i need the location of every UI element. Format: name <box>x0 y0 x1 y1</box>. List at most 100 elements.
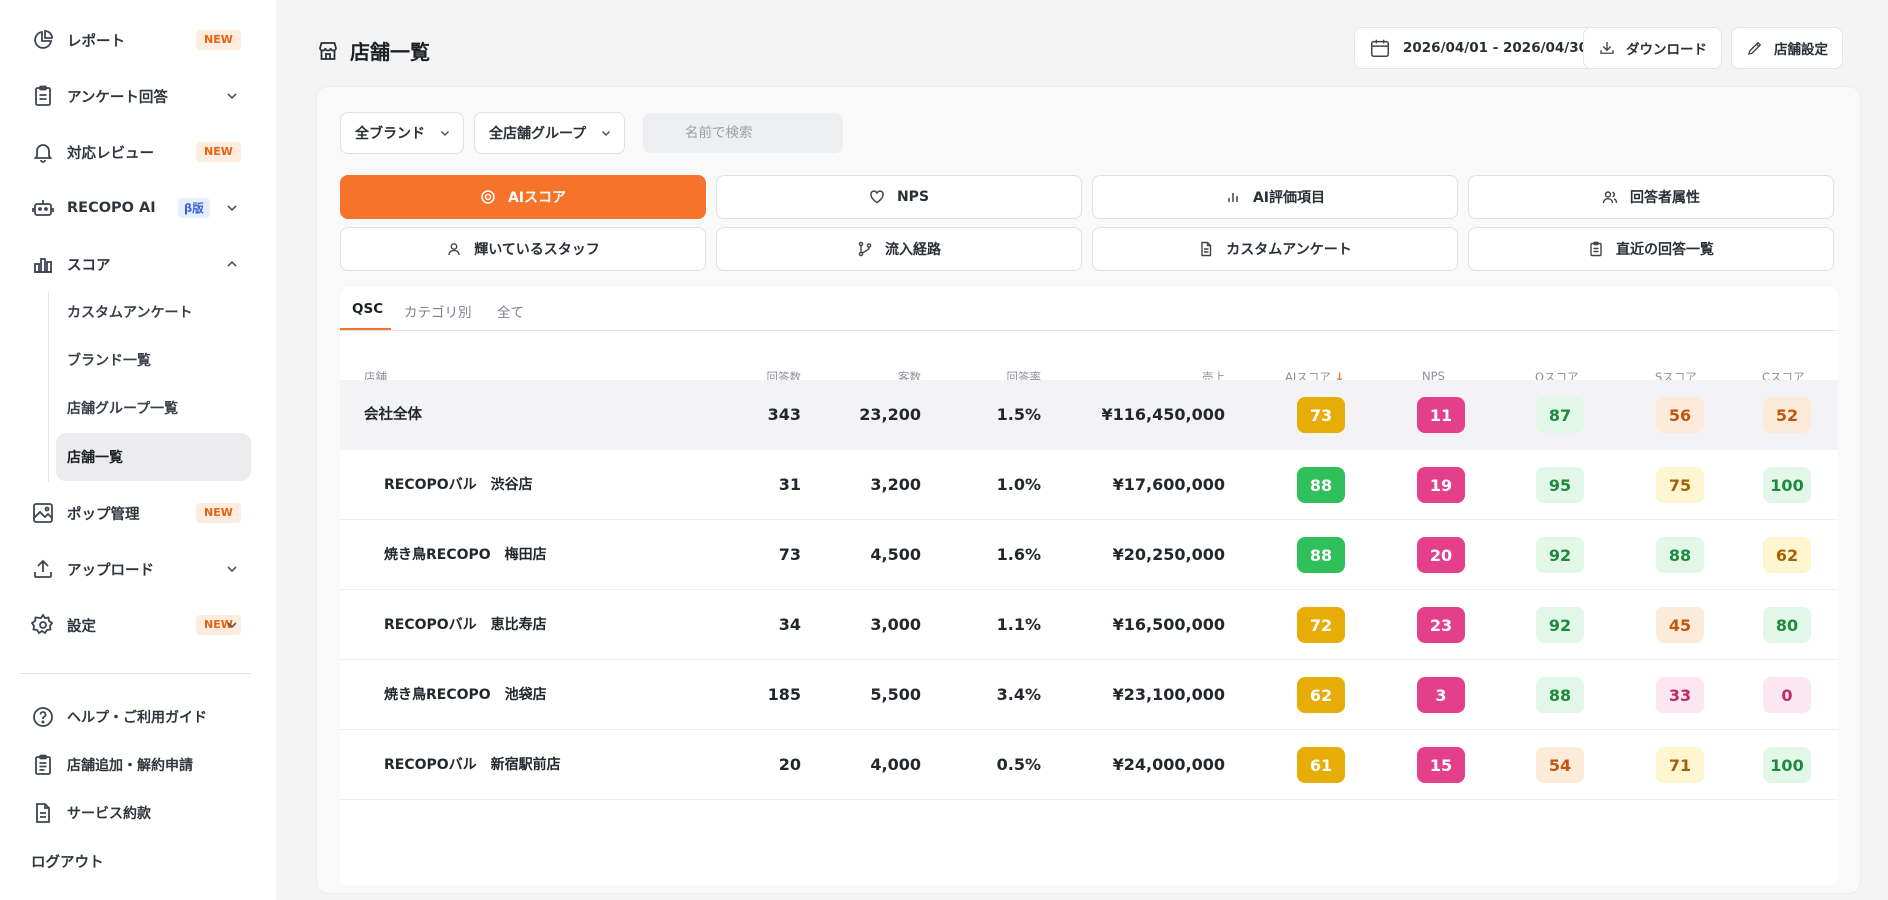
segment-custom-survey[interactable]: カスタムアンケート <box>1092 227 1458 271</box>
ai-score-badge: 72 <box>1297 607 1345 643</box>
responses-cell: 20 <box>778 755 801 774</box>
chevron-down-icon[interactable] <box>225 562 239 576</box>
sidebar-item-report[interactable]: レポート NEW <box>19 18 251 62</box>
chevron-down-icon[interactable] <box>225 618 239 632</box>
heart-icon <box>869 189 885 205</box>
submenu-guide-line <box>48 292 49 482</box>
nps-score-badge: 20 <box>1417 537 1465 573</box>
tab-by-category[interactable]: カテゴリ別 <box>404 305 472 321</box>
sidebar-item-label: サービス約款 <box>67 806 151 822</box>
sidebar-item-store-request[interactable]: 店舗追加・解約申請 <box>19 745 251 785</box>
segment-recent-responses[interactable]: 直近の回答一覧 <box>1468 227 1834 271</box>
ai-score-badge: 88 <box>1297 537 1345 573</box>
sidebar-item-upload[interactable]: アップロード <box>19 547 251 591</box>
user-icon <box>446 241 462 257</box>
sidebar-item-label: レポート <box>67 33 125 50</box>
response-rate-cell: 1.1% <box>996 615 1041 634</box>
nps-score-badge: 15 <box>1417 747 1465 783</box>
tab-all[interactable]: 全て <box>497 305 524 321</box>
help-circle-icon <box>31 705 55 729</box>
segment-label: カスタムアンケート <box>1226 242 1352 258</box>
store-name-cell[interactable]: 焼き鳥RECOPO 池袋店 <box>384 687 547 703</box>
store-name-cell[interactable]: 焼き鳥RECOPO 梅田店 <box>384 547 547 563</box>
clipboard-icon <box>31 84 55 108</box>
c-score-badge: 62 <box>1763 537 1811 573</box>
segment-label: 輝いているスタッフ <box>474 242 600 258</box>
sales-cell: ¥23,100,000 <box>1112 685 1225 704</box>
s-score-badge: 45 <box>1656 607 1704 643</box>
segment-ai-score[interactable]: AIスコア <box>340 175 706 219</box>
store-settings-label: 店舗設定 <box>1774 42 1828 58</box>
date-range-button[interactable]: 2026/04/01 - 2026/04/30 <box>1354 27 1604 69</box>
responses-cell: 31 <box>778 475 801 494</box>
segment-ai-evaluation[interactable]: AI評価項目 <box>1092 175 1458 219</box>
logout-link[interactable]: ログアウト <box>31 855 104 871</box>
chevron-down-icon[interactable] <box>225 201 239 215</box>
store-list-card: 全ブランド 全店舗グループ AIスコア NPS AI評価項目 <box>316 86 1861 894</box>
table-row[interactable]: RECOPOバル 新宿駅前店 20 4,000 0.5% ¥24,000,000 61 15… <box>340 730 1838 800</box>
store-name-cell[interactable]: RECOPOバル 渋谷店 <box>384 477 533 493</box>
brand-filter-select[interactable]: 全ブランド <box>340 112 464 154</box>
sidebar-subitem-brand-list[interactable]: ブランド一覧 <box>56 336 251 384</box>
chevron-down-icon[interactable] <box>225 89 239 103</box>
segment-label: AIスコア <box>507 190 567 206</box>
segment-nps[interactable]: NPS <box>716 175 1082 219</box>
segment-shining-staff[interactable]: 輝いているスタッフ <box>340 227 706 271</box>
sidebar-item-pop-management[interactable]: ポップ管理 NEW <box>19 491 251 535</box>
sidebar-item-survey-responses[interactable]: アンケート回答 <box>19 74 251 118</box>
sales-cell: ¥16,500,000 <box>1112 615 1225 634</box>
ai-score-badge: 62 <box>1297 677 1345 713</box>
new-badge: NEW <box>196 30 241 50</box>
sidebar-item-label: アップロード <box>67 562 154 579</box>
sidebar-item-label: ポップ管理 <box>67 506 140 523</box>
chevron-up-icon[interactable] <box>225 257 239 271</box>
document-icon <box>31 801 55 825</box>
c-score-badge: 52 <box>1763 397 1811 433</box>
column-header-nps[interactable]: NPS <box>1422 369 1445 383</box>
store-name-cell[interactable]: 会社全体 <box>364 407 422 423</box>
store-icon <box>316 39 340 63</box>
download-button[interactable]: ダウンロード <box>1583 27 1722 69</box>
store-name-cell[interactable]: RECOPOバル 新宿駅前店 <box>384 757 561 773</box>
segment-inflow-route[interactable]: 流入経路 <box>716 227 1082 271</box>
sidebar-item-label: RECOPO AI <box>67 200 156 216</box>
s-score-badge: 88 <box>1656 537 1704 573</box>
sidebar-subitem-store-list[interactable]: 店舗一覧 <box>56 433 251 481</box>
target-icon <box>480 189 496 205</box>
s-score-badge: 56 <box>1656 397 1704 433</box>
git-branch-icon <box>857 241 873 257</box>
sidebar-item-recopo-ai[interactable]: RECOPO AI β版 <box>19 186 251 230</box>
store-settings-button[interactable]: 店舗設定 <box>1731 27 1843 69</box>
store-group-filter-select[interactable]: 全店舗グループ <box>474 112 625 154</box>
table-row-total[interactable]: 会社全体 343 23,200 1.5% ¥116,450,000 73 11 87 56 52 <box>340 380 1838 450</box>
sidebar-divider <box>19 673 251 674</box>
response-rate-cell: 1.0% <box>996 475 1041 494</box>
q-score-badge: 54 <box>1536 747 1584 783</box>
table-row[interactable]: RECOPOバル 渋谷店 31 3,200 1.0% ¥17,600,000 88 19 95… <box>340 450 1838 520</box>
pie-chart-icon <box>31 28 55 52</box>
chevron-down-icon <box>600 127 612 139</box>
sidebar-item-label: ヘルプ・ご利用ガイド <box>67 710 207 726</box>
table-row[interactable]: 焼き鳥RECOPO 梅田店 73 4,500 1.6% ¥20,250,000 88 20 9… <box>340 520 1838 590</box>
page-header: 店舗一覧 <box>316 36 430 65</box>
sidebar-subitem-store-group-list[interactable]: 店舗グループ一覧 <box>56 384 251 432</box>
response-rate-cell: 1.5% <box>996 405 1041 424</box>
chevron-down-icon <box>439 127 451 139</box>
sidebar-item-score[interactable]: スコア <box>19 242 251 286</box>
table-row[interactable]: RECOPOバル 恵比寿店 34 3,000 1.1% ¥16,500,000 72 23 9… <box>340 590 1838 660</box>
sidebar-item-review-responses[interactable]: 対応レビュー NEW <box>19 130 251 174</box>
responses-cell: 343 <box>767 405 801 424</box>
sidebar-item-help[interactable]: ヘルプ・ご利用ガイド <box>19 697 251 737</box>
sales-cell: ¥24,000,000 <box>1112 755 1225 774</box>
sidebar-item-settings[interactable]: 設定 NEW <box>19 603 251 647</box>
sidebar-subitem-custom-survey[interactable]: カスタムアンケート <box>56 288 251 336</box>
search-input[interactable] <box>643 113 843 153</box>
sidebar-item-terms[interactable]: サービス約款 <box>19 793 251 833</box>
q-score-badge: 92 <box>1536 537 1584 573</box>
store-name-cell[interactable]: RECOPOバル 恵比寿店 <box>384 617 547 633</box>
q-score-badge: 92 <box>1536 607 1584 643</box>
segment-respondent-attributes[interactable]: 回答者属性 <box>1468 175 1834 219</box>
table-row[interactable]: 焼き鳥RECOPO 池袋店 185 5,500 3.4% ¥23,100,000 62 3 8… <box>340 660 1838 730</box>
new-badge: NEW <box>196 615 241 635</box>
tab-qsc[interactable]: QSC <box>352 301 384 317</box>
